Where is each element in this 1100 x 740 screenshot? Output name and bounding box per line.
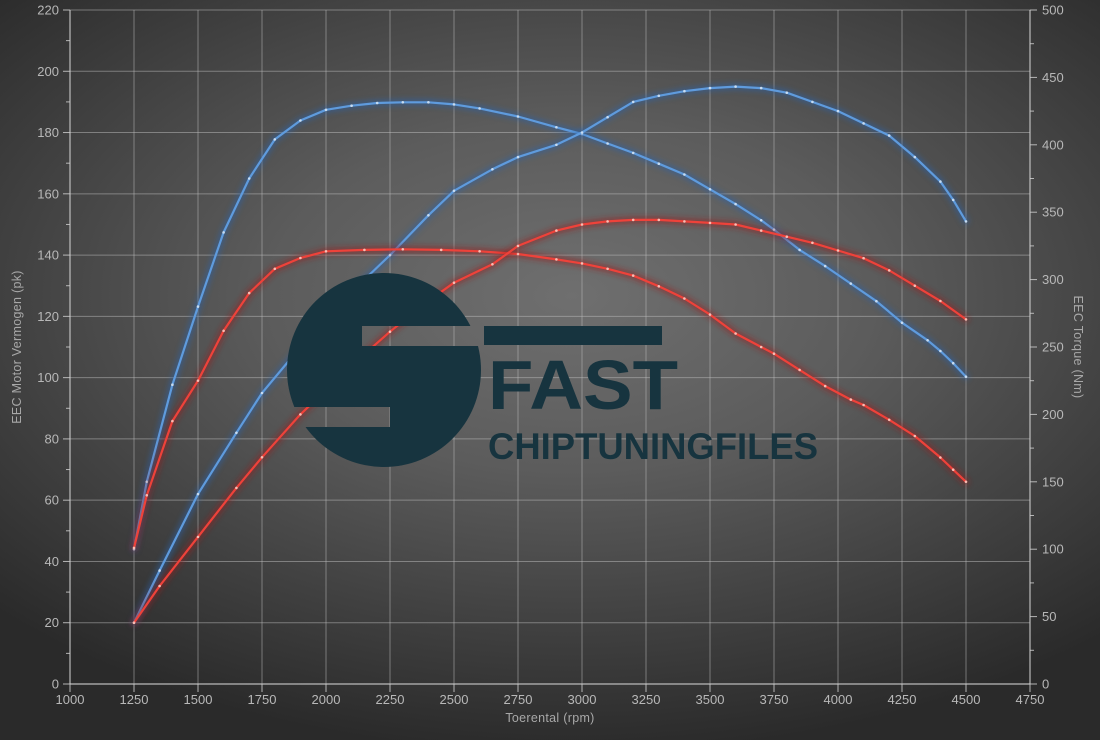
svg-text:0: 0	[52, 677, 59, 692]
svg-text:450: 450	[1042, 70, 1064, 85]
markers-torque-blue	[132, 101, 968, 551]
svg-text:20: 20	[45, 615, 59, 630]
svg-text:120: 120	[37, 309, 59, 324]
svg-text:400: 400	[1042, 137, 1064, 152]
svg-text:3500: 3500	[696, 692, 725, 707]
svg-text:180: 180	[37, 125, 59, 140]
svg-text:500: 500	[1042, 3, 1064, 18]
curve-glow-torque-blue	[131, 99, 969, 553]
svg-text:1500: 1500	[184, 692, 213, 707]
svg-text:200: 200	[37, 64, 59, 79]
svg-text:1000: 1000	[56, 692, 85, 707]
svg-text:150: 150	[1042, 474, 1064, 489]
svg-text:60: 60	[45, 493, 59, 508]
watermark-text-main: FAST	[488, 346, 678, 424]
tick-labels: 0 20 40 60 80 100 120 140 160 180 200 220 0 50 100 150 2…	[37, 3, 1063, 708]
svg-text:140: 140	[37, 248, 59, 263]
svg-text:4500: 4500	[952, 692, 981, 707]
svg-text:100: 100	[37, 370, 59, 385]
right-axis-title: EEC Torque (Nm)	[1071, 295, 1085, 399]
x-axis-title: Toerental (rpm)	[505, 711, 595, 725]
markers-torque-red	[132, 248, 968, 550]
svg-text:3750: 3750	[760, 692, 789, 707]
svg-text:200: 200	[1042, 407, 1064, 422]
svg-text:3000: 3000	[568, 692, 597, 707]
svg-text:3250: 3250	[632, 692, 661, 707]
svg-text:4250: 4250	[888, 692, 917, 707]
svg-text:160: 160	[37, 186, 59, 201]
svg-text:0: 0	[1042, 677, 1049, 692]
curve-power-red	[132, 218, 968, 624]
svg-text:2750: 2750	[504, 692, 533, 707]
svg-text:100: 100	[1042, 542, 1064, 557]
gridlines	[69, 9, 1031, 685]
svg-text:1250: 1250	[120, 692, 149, 707]
svg-text:2000: 2000	[312, 692, 341, 707]
svg-text:50: 50	[1042, 609, 1056, 624]
logo-s-icon	[287, 273, 481, 467]
watermark-text-sub: CHIPTUNINGFILES	[488, 426, 818, 467]
svg-text:4000: 4000	[824, 692, 853, 707]
svg-text:350: 350	[1042, 205, 1064, 220]
curve-torque-blue	[132, 101, 968, 551]
logo-bar	[484, 326, 662, 345]
svg-text:4750: 4750	[1016, 692, 1045, 707]
svg-text:1750: 1750	[248, 692, 277, 707]
svg-text:40: 40	[45, 554, 59, 569]
svg-text:80: 80	[45, 431, 59, 446]
svg-text:2250: 2250	[376, 692, 405, 707]
left-axis-title: EEC Motor Vermogen (pk)	[10, 270, 24, 424]
tick-marks	[63, 9, 1037, 692]
svg-text:250: 250	[1042, 340, 1064, 355]
svg-text:300: 300	[1042, 272, 1064, 287]
svg-text:2500: 2500	[440, 692, 469, 707]
svg-text:220: 220	[37, 3, 59, 18]
